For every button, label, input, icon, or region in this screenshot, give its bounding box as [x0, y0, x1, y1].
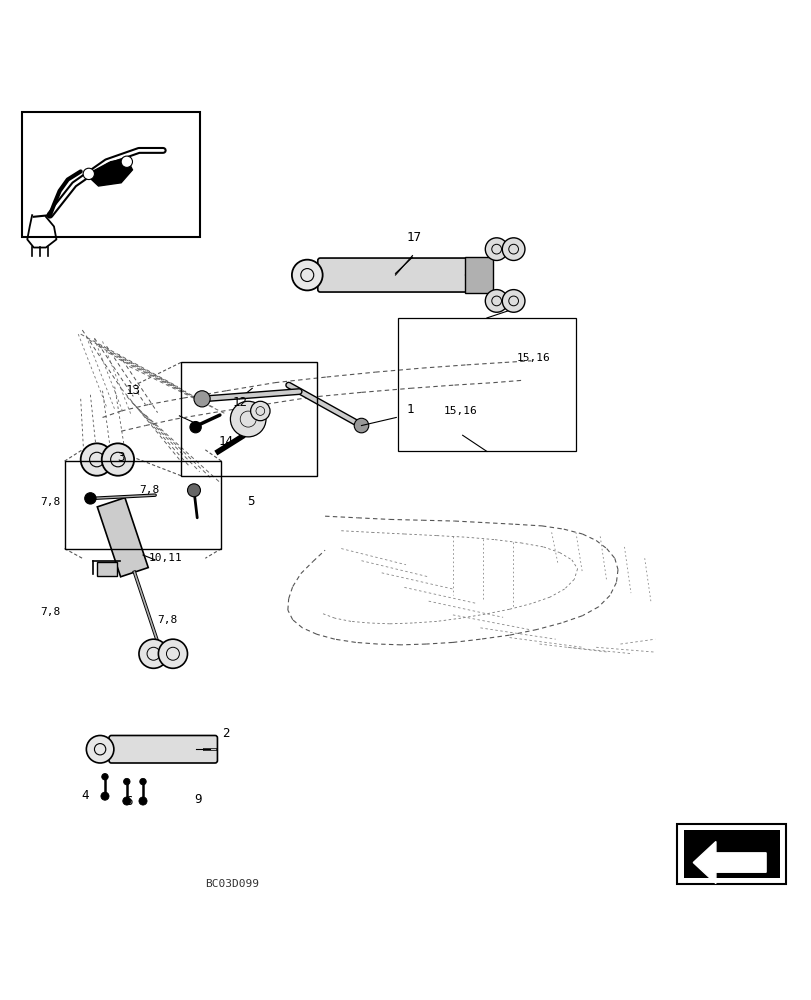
Text: 7,8: 7,8 [40, 497, 60, 507]
Text: 7,8: 7,8 [139, 485, 160, 495]
Polygon shape [97, 498, 148, 577]
Polygon shape [693, 841, 765, 884]
Circle shape [84, 493, 96, 504]
Text: 7,8: 7,8 [157, 615, 177, 625]
Circle shape [485, 290, 508, 312]
Bar [97, 562, 117, 576]
Circle shape [291, 260, 322, 290]
Text: 9: 9 [194, 793, 201, 806]
Circle shape [485, 238, 508, 260]
Text: 12: 12 [232, 396, 247, 409]
Text: 17: 17 [406, 231, 421, 244]
Bar [676, 824, 785, 884]
Text: 3: 3 [118, 451, 125, 464]
Circle shape [121, 156, 132, 167]
Text: 14: 14 [219, 435, 234, 448]
Text: 13: 13 [126, 384, 140, 397]
Text: 7,8: 7,8 [40, 607, 60, 617]
Circle shape [187, 484, 200, 497]
Circle shape [502, 290, 524, 312]
Polygon shape [86, 159, 132, 186]
Circle shape [230, 401, 266, 437]
Bar [683, 830, 779, 878]
Text: 1: 1 [406, 403, 414, 416]
Text: 4: 4 [81, 789, 88, 802]
Circle shape [122, 797, 131, 805]
Circle shape [101, 443, 134, 476]
Text: BC03D099: BC03D099 [204, 879, 259, 889]
Text: 15,16: 15,16 [444, 406, 478, 416]
Text: 10,11: 10,11 [148, 553, 182, 563]
Circle shape [83, 168, 94, 180]
Text: 6: 6 [126, 795, 133, 808]
Circle shape [123, 778, 130, 785]
Circle shape [86, 735, 114, 763]
Circle shape [101, 792, 109, 800]
Circle shape [194, 391, 210, 407]
Circle shape [80, 443, 113, 476]
Text: 5: 5 [247, 495, 254, 508]
Circle shape [354, 418, 368, 433]
Circle shape [502, 238, 524, 260]
Bar [22, 112, 200, 237]
Circle shape [158, 639, 187, 668]
Text: 15,16: 15,16 [517, 353, 550, 363]
Circle shape [251, 401, 270, 421]
Text: 2: 2 [222, 727, 230, 740]
Bar [465, 257, 492, 293]
Circle shape [139, 797, 147, 805]
Circle shape [139, 778, 146, 785]
FancyBboxPatch shape [317, 258, 484, 292]
Circle shape [101, 774, 108, 780]
Circle shape [190, 422, 201, 433]
Circle shape [139, 639, 168, 668]
FancyBboxPatch shape [109, 735, 217, 763]
